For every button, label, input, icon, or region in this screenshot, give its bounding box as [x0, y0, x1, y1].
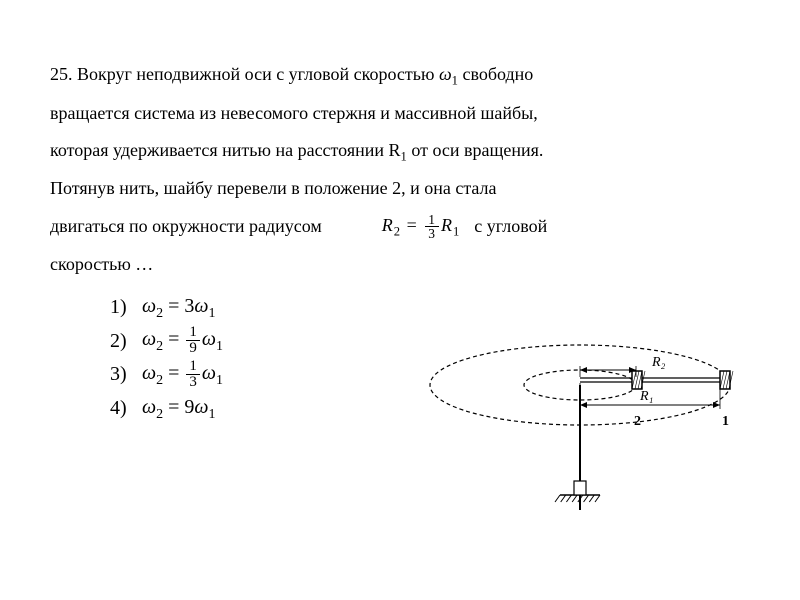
option-number: 4) [110, 393, 142, 424]
option-number: 2) [110, 326, 142, 357]
problem-line-3: которая удерживается нитью на расстоянии… [50, 136, 750, 167]
answer-option-1: 1)ω2 = 3ω1 [110, 291, 750, 325]
problem-line-2: вращается система из невесомого стержня … [50, 99, 750, 128]
problem-number: 25. [50, 64, 73, 84]
physics-diagram: R₁ R₂ 1 2 [420, 330, 740, 530]
r2-formula: R2 = 13R1 [382, 211, 461, 242]
option-number: 1) [110, 292, 142, 323]
svg-text:R₁: R₁ [639, 389, 653, 404]
option-formula: ω2 = 3ω1 [142, 291, 216, 325]
problem-line-4: Потянув нить, шайбу перевели в положение… [50, 174, 750, 203]
problem-line-6: скоростью … [50, 250, 750, 279]
svg-text:R₂: R₂ [651, 355, 666, 370]
option-formula: ω2 = 19ω1 [142, 324, 223, 358]
problem-line-5: двигаться по окружности радиусом R2 = 13… [50, 211, 750, 242]
svg-text:1: 1 [722, 414, 729, 429]
problem-line-1: 25. Вокруг неподвижной оси с угловой ско… [50, 60, 750, 91]
option-formula: ω2 = 9ω1 [142, 392, 216, 426]
option-number: 3) [110, 359, 142, 390]
option-formula: ω2 = 13ω1 [142, 358, 223, 392]
svg-text:2: 2 [634, 414, 641, 429]
